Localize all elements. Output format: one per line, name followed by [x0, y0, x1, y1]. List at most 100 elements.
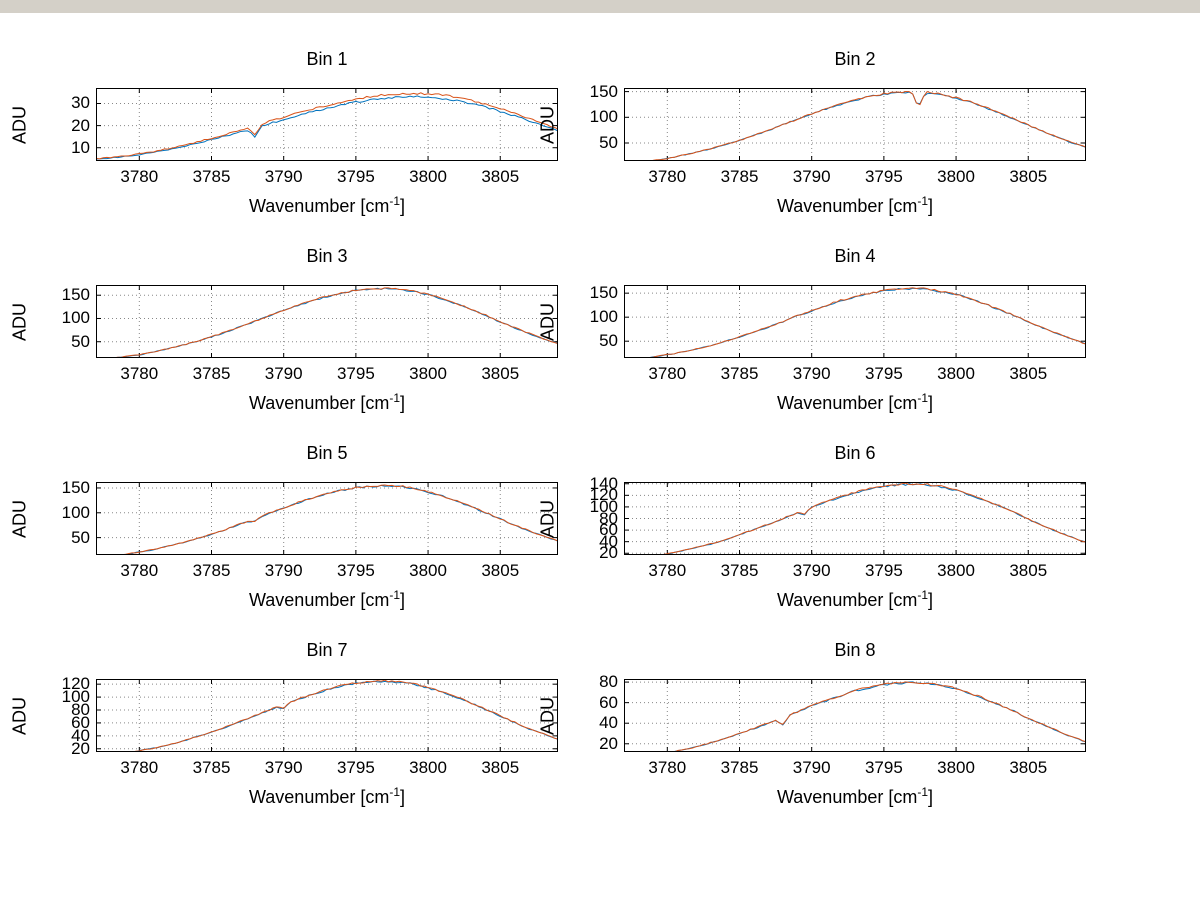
y-tick-label: 40 — [71, 725, 90, 745]
plot-title: Bin 1 — [306, 49, 348, 69]
x-axis-label-bracket: ] — [928, 196, 934, 216]
y-tick-label: 20 — [599, 543, 618, 563]
x-tick-label: 3790 — [264, 561, 303, 580]
x-axis-label: Wavenumber [cm-1] — [96, 785, 558, 808]
axes-box — [96, 285, 558, 358]
x-tick-label: 3785 — [192, 758, 231, 777]
plot-title: Bin 3 — [306, 246, 348, 266]
data-series-1 — [645, 91, 1086, 161]
x-tick-label: 3795 — [864, 364, 903, 383]
x-axis-label: Wavenumber [cm-1] — [624, 785, 1086, 808]
y-axis-label: ADU — [9, 302, 30, 341]
x-tick-label: 3805 — [481, 364, 520, 383]
window-top-strip — [0, 0, 1200, 13]
plot-title: Bin 6 — [834, 443, 876, 463]
data-series-1 — [643, 287, 1086, 358]
y-tick-label: 100 — [589, 307, 618, 327]
plot-title: Bin 8 — [834, 640, 876, 660]
data-series-2 — [669, 681, 1086, 752]
x-axis-label: Wavenumber [cm-1] — [96, 194, 558, 217]
x-tick-label: 3780 — [648, 364, 687, 383]
data-series-2 — [96, 92, 558, 160]
axes-box — [96, 482, 558, 555]
x-tick-label: 3785 — [720, 364, 759, 383]
x-tick-label: 3785 — [720, 167, 759, 186]
x-axis-label-text: Wavenumber [cm — [248, 196, 390, 216]
x-tick-label: 3795 — [336, 167, 375, 186]
data-series-1 — [96, 95, 558, 160]
axes-box — [96, 679, 558, 752]
x-axis-label-superscript: -1 — [917, 194, 929, 208]
x-axis-label: Wavenumber [cm-1] — [96, 391, 558, 414]
x-axis-label-superscript: -1 — [917, 391, 929, 405]
x-tick-label: 3780 — [120, 758, 159, 777]
x-tick-label: 3800 — [409, 561, 447, 580]
x-tick-label: 3800 — [409, 758, 447, 777]
x-tick-label: 3790 — [792, 758, 831, 777]
y-tick-label: 120 — [61, 674, 90, 694]
x-tick-label: 3805 — [1009, 758, 1048, 777]
data-series-2 — [644, 90, 1086, 161]
x-axis-label-superscript: -1 — [917, 785, 929, 799]
x-axis-label-bracket: ] — [400, 393, 406, 413]
y-tick-label: 100 — [61, 502, 90, 522]
y-tick-label: 150 — [589, 283, 618, 303]
data-series-2 — [115, 484, 558, 555]
y-tick-label: 100 — [589, 496, 618, 516]
x-tick-label: 3805 — [481, 561, 520, 580]
plot-area — [96, 482, 558, 555]
y-tick-label: 20 — [71, 738, 90, 758]
y-axis-label: ADU — [537, 302, 558, 341]
plot-area — [624, 88, 1086, 161]
x-tick-label: 3790 — [792, 561, 831, 580]
subplot-bin-5: Bin 5 3780 3785 3790 3795 3800 3805 50 100 150 ADU… — [0, 440, 582, 640]
plot-title: Bin 4 — [834, 246, 876, 266]
x-tick-label: 3795 — [336, 758, 375, 777]
plot-area — [96, 285, 558, 358]
x-axis-label-text: Wavenumber [cm — [248, 590, 390, 610]
axes-box — [624, 679, 1086, 752]
x-axis-label-text: Wavenumber [cm — [248, 787, 390, 807]
x-axis-label-bracket: ] — [928, 393, 934, 413]
axes-box — [96, 88, 558, 161]
y-tick-label: 30 — [71, 93, 90, 113]
data-series-2 — [641, 287, 1086, 358]
x-axis-label-bracket: ] — [400, 787, 406, 807]
data-series-1 — [129, 680, 558, 752]
y-axis-label: ADU — [537, 499, 558, 538]
x-tick-label: 3790 — [264, 758, 303, 777]
x-tick-label: 3780 — [648, 758, 687, 777]
y-axis-label: ADU — [9, 696, 30, 735]
x-tick-label: 3795 — [864, 167, 903, 186]
y-axis-label: ADU — [537, 696, 558, 735]
plot-area — [96, 679, 558, 752]
data-series-1 — [111, 287, 558, 358]
subplot-bin-6: Bin 6 3780 3785 3790 3795 3800 3805 20 40 60 80 100… — [528, 440, 1110, 640]
y-tick-label: 50 — [71, 527, 90, 547]
x-tick-label: 3800 — [937, 561, 975, 580]
x-tick-label: 3785 — [192, 364, 231, 383]
subplot-bin-2: Bin 2 3780 3785 3790 3795 3800 3805 50 100 150 ADU… — [528, 46, 1110, 246]
plot-area — [624, 285, 1086, 358]
x-axis-label-superscript: -1 — [389, 785, 401, 799]
x-tick-label: 3790 — [264, 167, 303, 186]
x-tick-label: 3780 — [120, 167, 159, 186]
data-series-2 — [111, 287, 558, 358]
x-tick-label: 3795 — [864, 758, 903, 777]
y-tick-label: 80 — [71, 700, 90, 719]
x-axis-label-bracket: ] — [928, 590, 934, 610]
axes-box — [624, 88, 1086, 161]
subplot-bin-7: Bin 7 3780 3785 3790 3795 3800 3805 20 40 60 80 100… — [0, 637, 582, 837]
subplot-bin-4: Bin 4 3780 3785 3790 3795 3800 3805 50 100 150 ADU… — [528, 243, 1110, 443]
x-axis-label-bracket: ] — [400, 590, 406, 610]
x-axis-label: Wavenumber [cm-1] — [624, 588, 1086, 611]
plot-area — [624, 482, 1086, 555]
y-tick-label: 60 — [599, 692, 618, 712]
y-tick-label: 140 — [589, 473, 618, 493]
y-tick-label: 10 — [71, 137, 90, 157]
subplot-bin-8: Bin 8 3780 3785 3790 3795 3800 3805 20 40 60 80 ADU… — [528, 637, 1110, 837]
x-tick-label: 3790 — [792, 364, 831, 383]
y-tick-label: 50 — [599, 331, 618, 351]
y-tick-label: 40 — [599, 531, 618, 551]
